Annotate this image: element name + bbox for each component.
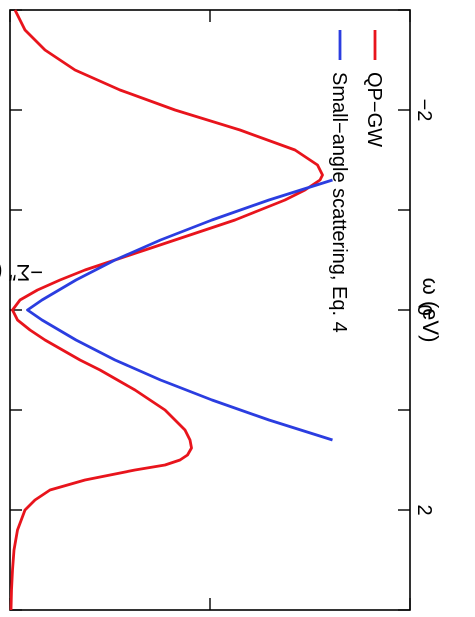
plot-root: −2 0 2 0.0 0.4 0.8 QP−GW Small−angle scatteri… — [0, 9, 443, 617]
x-tick-label: 2 — [413, 504, 435, 515]
x-axis-label: ω (eV) — [418, 278, 443, 343]
y-axis-label: −Σ″ (ω) (eV) — [0, 260, 43, 285]
x-tick-label: 0 — [413, 304, 435, 315]
y-tick-label: 0.4 — [196, 615, 224, 617]
series-line-1 — [9, 9, 324, 611]
x-tick-label: −2 — [413, 99, 435, 122]
series-line-2 — [26, 178, 333, 442]
series-layer — [9, 9, 333, 611]
y-tick-label: 0.8 — [396, 615, 424, 617]
legend-label-1: QP−GW — [363, 72, 385, 147]
y-tick-label: 0.0 — [0, 615, 24, 617]
legend: QP−GW Small−angle scattering, Eq. 4 — [328, 30, 385, 333]
y-axis-ticks: 0.0 0.4 0.8 — [0, 10, 424, 617]
legend-label-2: Small−angle scattering, Eq. 4 — [328, 72, 350, 333]
